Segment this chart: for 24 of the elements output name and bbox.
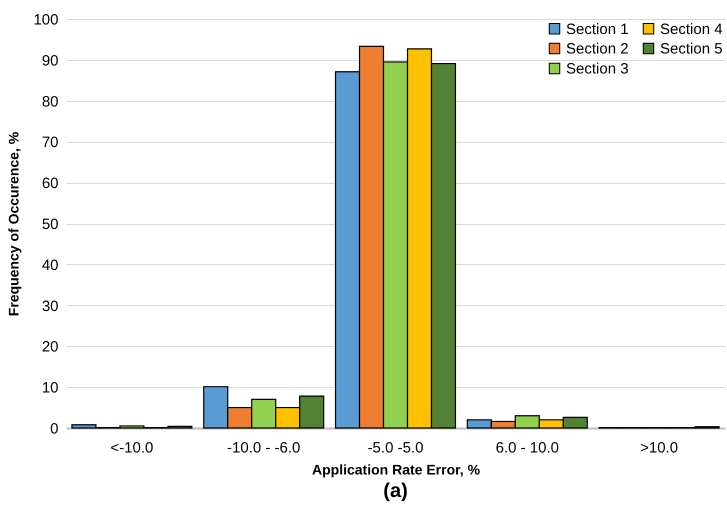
x-tick-label: -10.0 - -6.0 xyxy=(227,440,300,456)
y-axis-title: Frequency of Occurence, % xyxy=(5,131,22,316)
y-tick-label: 20 xyxy=(42,338,58,356)
y-tick-label: 80 xyxy=(42,93,58,110)
legend-label: Section 4 xyxy=(660,20,723,38)
y-tick-label: 10 xyxy=(42,380,58,397)
y-tick-label: 0 xyxy=(50,420,58,438)
x-axis-title: Application Rate Error, % xyxy=(312,462,481,478)
y-tick-label: 100 xyxy=(33,12,58,28)
y-tick-label: 40 xyxy=(42,256,58,274)
y-tick-label: 60 xyxy=(42,175,58,192)
legend-label: Section 3 xyxy=(566,60,629,78)
x-tick-label: -5.0 -5.0 xyxy=(368,440,424,456)
x-tick-label: <-10.0 xyxy=(110,440,154,456)
y-tick-label: 50 xyxy=(42,216,58,233)
x-tick-label: 6.0 - 10.0 xyxy=(496,440,559,456)
y-tick-label: 70 xyxy=(42,134,58,152)
legend-label: Section 5 xyxy=(660,40,723,58)
text: (a) xyxy=(383,480,408,502)
x-tick-label: >10.0 xyxy=(640,440,678,456)
y-tick-label: 30 xyxy=(42,298,58,315)
legend-label: Section 2 xyxy=(566,40,629,58)
y-tick-label: 90 xyxy=(42,52,58,70)
legend-label: Section 1 xyxy=(566,20,629,38)
